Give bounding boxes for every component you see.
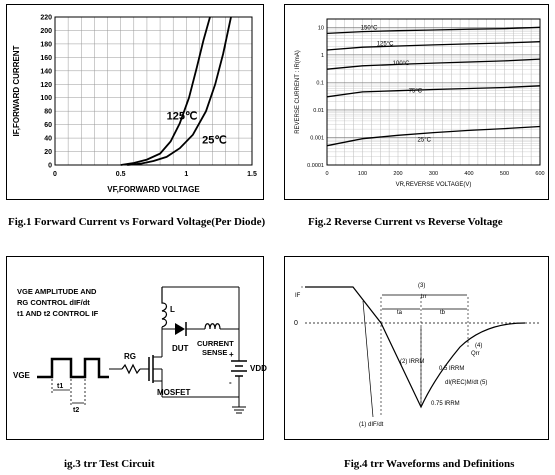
circuit-note-3: t1 AND t2 CONTROL IF	[17, 309, 99, 318]
p75-irrm-label: 0.75 IRRM	[431, 401, 460, 407]
trr-label: trr	[421, 294, 427, 300]
series-line	[326, 85, 541, 98]
inductor-label: L	[170, 305, 175, 314]
y-tick-label: 100	[40, 95, 52, 102]
series-label: 150°C	[361, 25, 378, 31]
n4-label: (4)	[475, 343, 482, 349]
circuit-note-1: VGE AMPLITUDE AND	[17, 287, 97, 296]
y-axis-label: IF,FORWARD CURRENT	[12, 45, 21, 136]
series-line	[326, 125, 541, 147]
x-tick-label: 400	[464, 171, 473, 177]
x-axis-label: VR,REVERSE VOLTAGE(V)	[396, 182, 472, 188]
y-tick-label: 180	[40, 41, 52, 48]
series-annotation: 25℃	[202, 134, 227, 146]
series-label: 75°C	[409, 88, 423, 94]
dut-label: DUT	[172, 344, 189, 353]
current-label: CURRENT	[197, 339, 234, 348]
series-line	[120, 16, 211, 166]
vge-label: VGE	[13, 371, 31, 380]
y-tick-label: 10	[318, 25, 324, 31]
vdd-label: VDD	[250, 364, 267, 373]
y-tick-label: 0.01	[313, 108, 324, 114]
qrr-label: Qrr	[471, 351, 480, 357]
fig1-caption: Fig.1 Forward Current vs Forward Voltage…	[8, 216, 266, 228]
di-dt-slope-line	[362, 300, 374, 418]
y-tick-label: 1	[321, 53, 324, 59]
fig3-caption: ig.3 trr Test Circuit	[64, 458, 155, 470]
n1-didt-label: (1) dIF/dt	[359, 422, 384, 428]
plot-frame	[326, 18, 541, 166]
series-label: 100°C	[393, 61, 410, 67]
inductor-l	[161, 287, 168, 328]
if-label: IF	[295, 293, 301, 299]
tb-label: tb	[440, 310, 446, 316]
fig1-panel: 0 20 40 60 80 100 120 140 160 180 200 220 0 0.5 1 1.5 VF…	[6, 4, 264, 200]
x-tick-label: 0	[325, 171, 328, 177]
half-irrm-label: 0.5 IRRM	[439, 366, 464, 372]
current-sense-coil	[204, 323, 221, 330]
n3-label: (3)	[418, 283, 425, 289]
trr-test-circuit: VGE AMPLITUDE AND RG CONTROL dIF/dt t1 A…	[13, 286, 267, 414]
mosfet-label: MOSFET	[157, 388, 190, 397]
y-tick-label: 220	[40, 15, 52, 22]
y-tick-label: 40	[44, 136, 52, 143]
y-tick-label: 120	[40, 82, 52, 89]
trr-waveform: 0 IF (3) trr ta tb (2) IRRM (4) Qrr 0.5 …	[294, 283, 540, 428]
series-line	[326, 58, 541, 70]
x-tick-label: 200	[393, 171, 402, 177]
y-tick-label: 160	[40, 55, 52, 62]
x-tick-label: 0	[53, 171, 57, 178]
y-tick-label: 200	[40, 28, 52, 35]
forward-current-chart: 0 20 40 60 80 100 120 140 160 180 200 220 0 0.5 1 1.5 VF…	[12, 15, 257, 195]
y-tick-label: 20	[44, 149, 52, 156]
fig2-caption: Fig.2 Reverse Current vs Reverse Voltage	[308, 216, 503, 228]
rg-label: RG	[124, 352, 136, 361]
n2-irrm-label: (2) IRRM	[400, 359, 424, 365]
t1-label: t1	[57, 383, 63, 390]
y-tick-label: 0	[48, 163, 52, 170]
fig4-caption: Fig.4 trr Waveforms and Definitions	[344, 458, 515, 470]
x-axis-label: VF,FORWARD VOLTAGE	[107, 185, 200, 194]
x-tick-label: 500	[500, 171, 509, 177]
series-line	[326, 26, 541, 35]
plot-frame	[54, 16, 253, 166]
vdd-minus: -	[229, 378, 232, 387]
x-tick-label: 1.5	[247, 171, 257, 178]
series-line	[127, 16, 232, 166]
dirr-dt-label: dI(REC)M/dt (5)	[445, 380, 487, 386]
y-tick-label: 0.0001	[307, 163, 324, 169]
fig2-panel: 0.0001 0.001 0.01 0.1 1 10 0 100 200 300 400 500 600…	[284, 4, 549, 200]
sense-label: SENSE	[202, 348, 227, 357]
vdd-plus: +	[229, 350, 234, 359]
x-tick-label: 1	[184, 171, 188, 178]
y-tick-label: 0.1	[316, 80, 324, 86]
series-label: 125°C	[377, 42, 394, 48]
x-tick-label: 100	[358, 171, 367, 177]
t2-label: t2	[73, 407, 79, 414]
zero-label: 0	[294, 320, 298, 327]
gate-pulse-waveform	[37, 357, 109, 379]
y-tick-label: 140	[40, 68, 52, 75]
y-tick-label: 80	[44, 109, 52, 116]
x-tick-label: 600	[535, 171, 544, 177]
fig4-panel: 0 IF (3) trr ta tb (2) IRRM (4) Qrr 0.5 …	[284, 256, 549, 440]
circuit-note-2: RG CONTROL dIF/dt	[17, 298, 90, 307]
y-axis-label: REVERSE CURRENT : IR(mA)	[295, 50, 301, 134]
series-line	[326, 41, 541, 51]
gate-resistor	[121, 363, 141, 375]
series-label: 25°C	[418, 138, 432, 144]
x-tick-label: 0.5	[116, 171, 126, 178]
x-tick-label: 300	[429, 171, 438, 177]
fig3-panel: VGE AMPLITUDE AND RG CONTROL dIF/dt t1 A…	[6, 256, 267, 440]
y-tick-label: 60	[44, 122, 52, 129]
y-tick-label: 0.001	[310, 135, 324, 141]
dut-diode	[175, 323, 185, 335]
ta-label: ta	[397, 310, 403, 316]
recovery-waveform	[305, 286, 526, 409]
series-annotation: 125℃	[167, 110, 198, 122]
